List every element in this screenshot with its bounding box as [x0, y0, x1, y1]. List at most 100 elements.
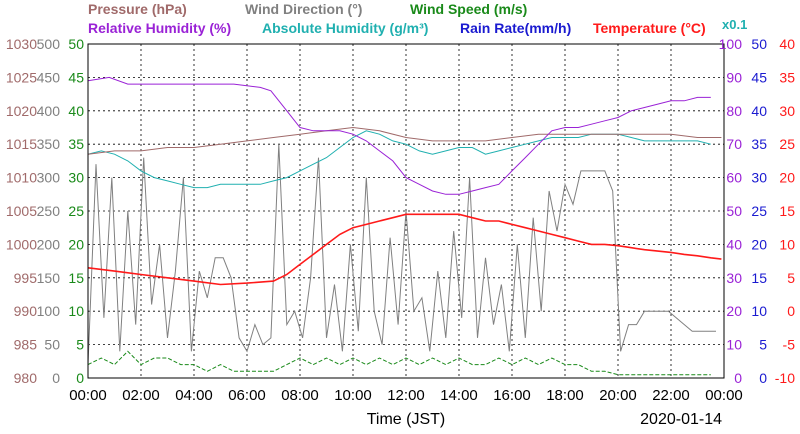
legend-entry-6: Temperature (°C) [593, 20, 706, 36]
series-line-3 [87, 130, 711, 189]
tick-pressure: 1000 [6, 236, 37, 252]
tick-rain_rate: 45 [751, 69, 767, 85]
tick-wind_speed: 25 [68, 203, 84, 219]
legend-row-2: Relative Humidity (%) Absolute Humidity (… [88, 17, 747, 36]
date-label: 2020-01-14 [640, 411, 722, 428]
legend-entry-3: Relative Humidity (%) [88, 20, 231, 36]
tick-pressure: 995 [14, 270, 38, 286]
tick-wind_direction: 100 [37, 303, 61, 319]
tick-relative_humidity: 0 [734, 370, 742, 386]
tick-pressure: 980 [14, 370, 38, 386]
tick-wind_direction: 400 [37, 103, 61, 119]
tick-relative_humidity: 80 [726, 103, 742, 119]
right-axes: 1009080706050403020100504540353025201510… [719, 36, 796, 386]
legend-entry-2: Wind Speed (m/s) [410, 1, 527, 17]
tick-wind_speed: 20 [68, 236, 84, 252]
legend-entry-5: Rain Rate(mm/h) [460, 20, 571, 36]
tick-temperature: 35 [779, 69, 795, 85]
tick-wind_direction: 50 [44, 337, 60, 353]
legend-entry-7: x0.1 [722, 17, 747, 32]
tick-wind_direction: 250 [37, 203, 61, 219]
x-tick-label: 06:00 [228, 387, 266, 404]
x-tick-label: 02:00 [122, 387, 160, 404]
legend-entry-1: Wind Direction (°) [245, 1, 362, 17]
series-lines [87, 76, 722, 379]
tick-wind_speed: 30 [68, 170, 84, 186]
series-line-0 [87, 144, 716, 365]
x-tick-label: 10:00 [334, 387, 372, 404]
tick-rain_rate: 30 [751, 170, 767, 186]
legend-entry-0: Pressure (hPa) [88, 1, 187, 17]
tick-wind_direction: 200 [37, 236, 61, 252]
plot-frame [87, 43, 725, 379]
tick-pressure: 1015 [6, 136, 37, 152]
tick-wind_speed: 10 [68, 303, 84, 319]
tick-rain_rate: 35 [751, 136, 767, 152]
tick-temperature: -10 [775, 370, 795, 386]
tick-pressure: 990 [14, 303, 38, 319]
tick-pressure: 1005 [6, 203, 37, 219]
tick-rain_rate: 40 [751, 103, 767, 119]
tick-relative_humidity: 70 [726, 136, 742, 152]
x-tick-label: 20:00 [599, 387, 637, 404]
tick-wind_speed: 35 [68, 136, 84, 152]
tick-relative_humidity: 20 [726, 303, 742, 319]
x-tick-label: 00:00 [69, 387, 107, 404]
x-tick-label: 16:00 [493, 387, 531, 404]
legend-entry-4: Absolute Humidity (g/m³) [262, 20, 428, 36]
tick-relative_humidity: 100 [719, 36, 743, 52]
tick-wind_direction: 150 [37, 270, 61, 286]
tick-temperature: 20 [779, 170, 795, 186]
x-tick-label: 22:00 [652, 387, 690, 404]
x-axis: 00:00 02:00 04:00 06:00 08:00 10:00 12:00 14:00… [69, 387, 743, 404]
tick-rain_rate: 5 [759, 337, 767, 353]
legend-row-1: Pressure (hPa) Wind Direction (°) Wind Spe… [88, 1, 527, 17]
tick-pressure: 985 [14, 337, 38, 353]
tick-pressure: 1025 [6, 69, 37, 85]
tick-temperature: 0 [787, 303, 795, 319]
gridlines [88, 44, 724, 378]
x-axis-label: Time (JST) [367, 411, 446, 428]
tick-pressure: 1030 [6, 36, 37, 52]
tick-relative_humidity: 60 [726, 170, 742, 186]
tick-rain_rate: 15 [751, 270, 767, 286]
tick-temperature: 25 [779, 136, 795, 152]
tick-rain_rate: 25 [751, 203, 767, 219]
tick-relative_humidity: 50 [726, 203, 742, 219]
x-tick-label: 14:00 [440, 387, 478, 404]
series-line-6 [87, 213, 722, 286]
tick-relative_humidity: 10 [726, 337, 742, 353]
tick-temperature: 40 [779, 36, 795, 52]
tick-rain_rate: 0 [759, 370, 767, 386]
x-tick-label: 04:00 [175, 387, 213, 404]
tick-wind_speed: 5 [76, 337, 84, 353]
x-tick-label: 08:00 [281, 387, 319, 404]
tick-rain_rate: 20 [751, 236, 767, 252]
tick-temperature: 5 [787, 270, 795, 286]
left-axes: 1030102510201015101010051000995990985980… [6, 36, 84, 386]
tick-wind_direction: 300 [37, 170, 61, 186]
tick-wind_direction: 500 [37, 36, 61, 52]
tick-wind_speed: 45 [68, 69, 84, 85]
tick-wind_speed: 50 [68, 36, 84, 52]
tick-pressure: 1020 [6, 103, 37, 119]
x-tick-label: 12:00 [387, 387, 425, 404]
tick-temperature: 30 [779, 103, 795, 119]
tick-wind_direction: 350 [37, 136, 61, 152]
tick-wind_speed: 0 [76, 370, 84, 386]
tick-temperature: 15 [779, 203, 795, 219]
tick-relative_humidity: 30 [726, 270, 742, 286]
series-line-5 [87, 76, 711, 195]
tick-pressure: 1010 [6, 170, 37, 186]
tick-wind_speed: 40 [68, 103, 84, 119]
x-tick-label: 18:00 [546, 387, 584, 404]
tick-rain_rate: 50 [751, 36, 767, 52]
tick-relative_humidity: 90 [726, 69, 742, 85]
series-line-4 [87, 126, 722, 155]
tick-temperature: -5 [783, 337, 796, 353]
x-tick-label: 00:00 [705, 387, 743, 404]
tick-relative_humidity: 40 [726, 236, 742, 252]
tick-wind_direction: 0 [52, 370, 60, 386]
tick-wind_speed: 15 [68, 270, 84, 286]
